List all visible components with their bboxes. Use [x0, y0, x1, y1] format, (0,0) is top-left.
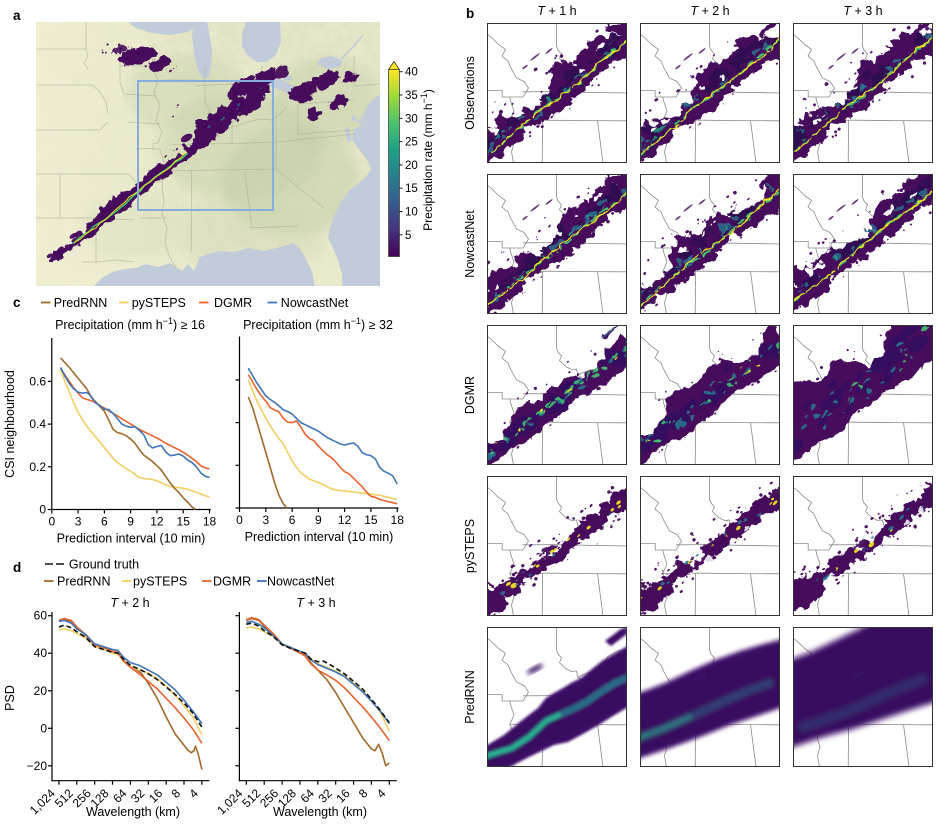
- svg-text:10: 10: [405, 207, 418, 219]
- svg-text:8: 8: [168, 786, 183, 801]
- svg-text:16: 16: [333, 786, 353, 806]
- svg-text:a: a: [13, 8, 21, 23]
- svg-text:0: 0: [48, 515, 55, 529]
- svg-text:Precipitation (mm h−1) ≥ 16: Precipitation (mm h−1) ≥ 16: [55, 316, 205, 332]
- svg-text:Wavelength (km): Wavelength (km): [86, 805, 180, 819]
- svg-text:−20: −20: [27, 759, 48, 773]
- svg-text:4: 4: [374, 786, 389, 801]
- svg-text:3: 3: [75, 515, 82, 529]
- svg-text:pySTEPS: pySTEPS: [133, 574, 187, 588]
- svg-text:NowcastNet: NowcastNet: [281, 296, 349, 310]
- svg-text:15: 15: [364, 513, 378, 527]
- svg-text:CSI neighbourhood: CSI neighbourhood: [3, 370, 17, 478]
- svg-text:40: 40: [405, 67, 418, 79]
- svg-text:NowcastNet: NowcastNet: [267, 574, 335, 588]
- svg-text:18: 18: [391, 513, 405, 527]
- svg-text:12: 12: [150, 515, 164, 529]
- svg-text:DGMR: DGMR: [213, 574, 251, 588]
- svg-text:PredRNN: PredRNN: [57, 574, 111, 588]
- svg-text:pySTEPS: pySTEPS: [132, 296, 186, 310]
- svg-text:12: 12: [338, 513, 352, 527]
- svg-text:3: 3: [262, 513, 269, 527]
- svg-text:T + 1 h: T + 1 h: [537, 4, 576, 18]
- svg-text:20: 20: [405, 160, 418, 172]
- svg-text:Wavelength (km): Wavelength (km): [273, 805, 367, 819]
- svg-text:Precipitation (mm h−1) ≥ 32: Precipitation (mm h−1) ≥ 32: [243, 316, 393, 332]
- svg-text:c: c: [13, 295, 21, 310]
- svg-text:0: 0: [236, 513, 243, 527]
- svg-text:0: 0: [40, 721, 47, 735]
- svg-text:16: 16: [146, 786, 166, 806]
- svg-text:15: 15: [177, 515, 191, 529]
- svg-text:0.4: 0.4: [29, 417, 46, 431]
- svg-text:NowcastNet: NowcastNet: [463, 210, 477, 278]
- svg-text:9: 9: [127, 515, 134, 529]
- svg-text:0.2: 0.2: [29, 460, 46, 474]
- svg-text:6: 6: [289, 513, 296, 527]
- svg-text:30: 30: [405, 113, 418, 125]
- svg-text:DGMR: DGMR: [463, 376, 477, 414]
- svg-text:18: 18: [203, 515, 217, 529]
- svg-text:60: 60: [34, 609, 48, 623]
- svg-text:40: 40: [34, 646, 48, 660]
- svg-text:8: 8: [356, 786, 371, 801]
- svg-text:Ground truth: Ground truth: [69, 557, 139, 571]
- svg-text:0: 0: [39, 503, 46, 517]
- svg-text:25: 25: [405, 137, 418, 149]
- svg-text:15: 15: [405, 183, 418, 195]
- svg-text:pySTEPS: pySTEPS: [463, 519, 477, 573]
- svg-text:4: 4: [186, 786, 201, 801]
- svg-text:Observations: Observations: [463, 56, 477, 130]
- svg-text:b: b: [466, 6, 474, 21]
- svg-text:T + 3 h: T + 3 h: [843, 4, 882, 18]
- svg-text:5: 5: [405, 230, 411, 242]
- svg-text:DGMR: DGMR: [214, 296, 252, 310]
- svg-text:Prediction interval (10 min): Prediction interval (10 min): [245, 530, 394, 544]
- svg-text:Prediction interval (10 min): Prediction interval (10 min): [57, 532, 206, 546]
- svg-text:T + 2 h: T + 2 h: [690, 4, 729, 18]
- svg-text:0.6: 0.6: [29, 374, 46, 388]
- svg-text:T + 2 h: T + 2 h: [110, 596, 149, 610]
- svg-text:20: 20: [34, 684, 48, 698]
- svg-text:PredRNN: PredRNN: [463, 670, 477, 724]
- svg-text:35: 35: [405, 90, 418, 102]
- svg-text:Precipitation rate (mm h−1): Precipitation rate (mm h−1): [419, 89, 435, 231]
- svg-text:d: d: [13, 560, 21, 575]
- svg-text:6: 6: [101, 515, 108, 529]
- svg-text:T + 3 h: T + 3 h: [296, 596, 335, 610]
- svg-text:9: 9: [315, 513, 322, 527]
- svg-text:PredRNN: PredRNN: [54, 296, 108, 310]
- svg-text:PSD: PSD: [3, 685, 17, 711]
